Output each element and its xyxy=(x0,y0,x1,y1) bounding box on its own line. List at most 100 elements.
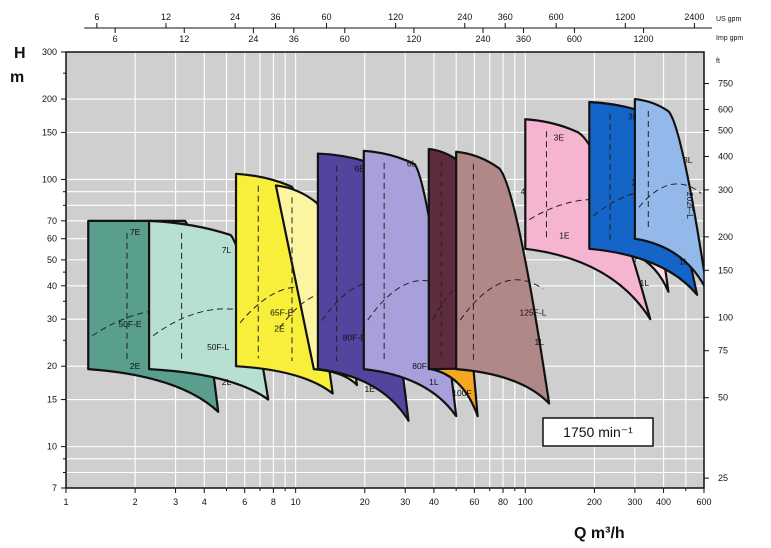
imp-gpm-tick-label: 120 xyxy=(406,34,421,44)
envelope-dashed-curve xyxy=(638,183,702,208)
model-label: 202F-L xyxy=(685,192,695,219)
curve-label: 1L xyxy=(679,257,689,267)
y-tick-label: 50 xyxy=(47,255,57,265)
x-tick-label: 30 xyxy=(400,497,410,507)
imp-gpm-tick-label: 60 xyxy=(340,34,350,44)
ft-tick-label: 75 xyxy=(718,346,728,356)
curve-label: 7L xyxy=(222,245,232,255)
envelope-dashed-curve xyxy=(459,279,544,321)
ft-tick-label: 300 xyxy=(718,185,733,195)
envelope-dashed-curve xyxy=(529,198,645,221)
curve-label: 6E xyxy=(354,164,365,174)
curve-label: 2E xyxy=(274,323,285,333)
imp-gpm-tick-label: 240 xyxy=(476,34,491,44)
curve-label: 7E xyxy=(130,227,141,237)
us-gpm-tick-label: 2400 xyxy=(684,12,704,22)
us-gpm-tick-label: 360 xyxy=(498,12,513,22)
x-tick-label: 1 xyxy=(63,497,68,507)
envelope-dashed-curve xyxy=(279,291,352,329)
ft-tick-label: 100 xyxy=(718,312,733,322)
curve-label: 3E xyxy=(554,132,565,142)
us-gpm-tick-label: 36 xyxy=(271,12,281,22)
x-tick-label: 20 xyxy=(360,497,370,507)
envelope-shape xyxy=(455,150,551,405)
curve-label: 3E xyxy=(628,111,639,121)
curve-label: 1E xyxy=(364,384,375,394)
y-tick-label: 60 xyxy=(47,234,57,244)
imp-gpm-tick-label: 6 xyxy=(113,34,118,44)
ft-tick-label: 25 xyxy=(718,473,728,483)
ft-axis-unit: ft xyxy=(716,58,720,65)
model-label: 80F-L xyxy=(412,361,434,371)
imp-gpm-tick-label: 24 xyxy=(248,34,258,44)
ft-tick-label: 500 xyxy=(718,126,733,136)
us-gpm-unit: US gpm xyxy=(716,16,741,23)
us-gpm-tick-label: 60 xyxy=(322,12,332,22)
x-tick-label: 10 xyxy=(291,497,301,507)
x-tick-label: 60 xyxy=(469,497,479,507)
envelope-shape xyxy=(633,97,704,288)
y-tick-label: 40 xyxy=(47,281,57,291)
us-gpm-tick-label: 24 xyxy=(230,12,240,22)
curve-label: 2E xyxy=(130,361,141,371)
imp-gpm-tick-label: 36 xyxy=(289,34,299,44)
model-label: 65F-E xyxy=(270,307,293,317)
model-label: 80F-E xyxy=(343,332,366,342)
x-tick-label: 2 xyxy=(133,497,138,507)
model-label: 50F-E xyxy=(118,319,141,329)
x-tick-label: 300 xyxy=(627,497,642,507)
x-tick-label: 400 xyxy=(656,497,671,507)
us-gpm-tick-label: 120 xyxy=(388,12,403,22)
ft-tick-label: 600 xyxy=(718,104,733,114)
curve-label: 1E xyxy=(559,231,570,241)
x-tick-label: 100 xyxy=(518,497,533,507)
ft-tick-label: 150 xyxy=(718,265,733,275)
us-gpm-tick-label: 240 xyxy=(457,12,472,22)
envelope-125f-l: 4L1L125F-L xyxy=(455,150,551,405)
y-axis-title-unit: m xyxy=(10,69,24,86)
y-tick-label: 7 xyxy=(52,483,57,493)
imp-gpm-tick-label: 1200 xyxy=(634,34,654,44)
x-tick-label: 40 xyxy=(429,497,439,507)
y-tick-label: 20 xyxy=(47,361,57,371)
envelope-202f-l: 3L 1L 202F-L xyxy=(633,97,704,288)
y-tick-label: 70 xyxy=(47,216,57,226)
curve-label: 3L xyxy=(683,155,693,165)
ft-tick-label: 400 xyxy=(718,151,733,161)
model-label: 125F-L xyxy=(520,307,547,317)
imp-gpm-tick-label: 600 xyxy=(567,34,582,44)
y-tick-label: 100 xyxy=(42,174,57,184)
us-gpm-tick-label: 600 xyxy=(549,12,564,22)
model-label: 100F xyxy=(452,388,471,398)
y-tick-label: 200 xyxy=(42,94,57,104)
y-tick-label: 15 xyxy=(47,395,57,405)
y-axis-title-h: H xyxy=(14,45,26,62)
y-tick-label: 150 xyxy=(42,127,57,137)
us-gpm-tick-label: 6 xyxy=(94,12,99,22)
x-tick-label: 6 xyxy=(242,497,247,507)
y-tick-label: 10 xyxy=(47,442,57,452)
us-gpm-tick-label: 12 xyxy=(161,12,171,22)
x-tick-label: 600 xyxy=(696,497,711,507)
curve-label: 2L xyxy=(222,377,232,387)
imp-gpm-tick-label: 360 xyxy=(516,34,531,44)
y-tick-label: 300 xyxy=(42,47,57,57)
x-tick-label: 8 xyxy=(271,497,276,507)
imp-gpm-unit: Imp gpm xyxy=(716,35,743,42)
y-tick-label: 30 xyxy=(47,314,57,324)
speed-box: 1750 min⁻¹ xyxy=(542,417,654,447)
model-label: 50F-L xyxy=(207,342,229,352)
curve-label: 1L xyxy=(640,278,650,288)
speed-box-frame xyxy=(542,417,654,447)
x-tick-label: 4 xyxy=(202,497,207,507)
x-tick-label: 200 xyxy=(587,497,602,507)
ft-tick-label: 50 xyxy=(718,393,728,403)
x-axis-title: Q m³/h xyxy=(574,525,625,542)
us-gpm-tick-label: 1200 xyxy=(615,12,635,22)
ft-tick-label: 750 xyxy=(718,79,733,89)
curve-label: 1L xyxy=(535,337,545,347)
x-tick-label: 80 xyxy=(498,497,508,507)
ft-tick-label: 200 xyxy=(718,232,733,242)
